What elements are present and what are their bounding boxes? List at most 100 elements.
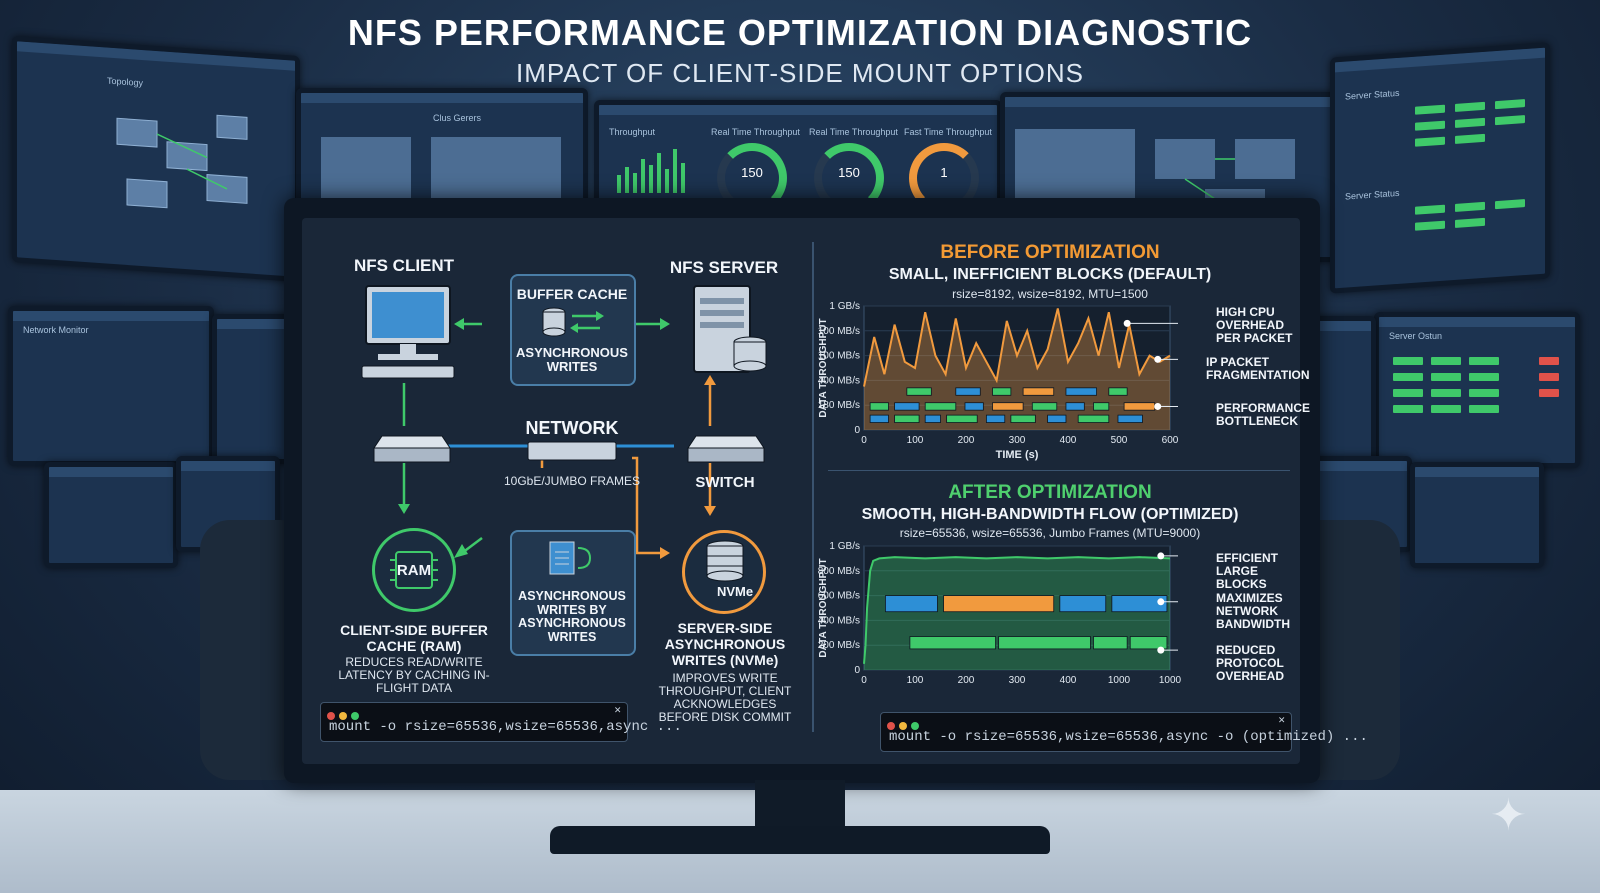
y-axis-title: DATA THROUGHPUT — [818, 558, 829, 657]
before-annotation-cpu: HIGH CPU OVERHEAD PER PACKET — [1216, 305, 1293, 345]
y-tick-label: 0 — [854, 665, 860, 676]
annotation-dot — [1154, 402, 1162, 410]
async-writes-label: ASYNCHRONOUS WRITES — [516, 345, 628, 374]
data-block — [1111, 595, 1168, 613]
data-block — [1093, 402, 1110, 411]
data-block — [869, 414, 889, 423]
data-block — [985, 414, 1006, 423]
before-params: rsize=8192, wsize=8192, MTU=1500 — [952, 287, 1148, 301]
network-label: NETWORK — [525, 418, 619, 438]
data-block — [998, 636, 1091, 650]
buffer-cache-label: BUFFER CACHE — [516, 286, 628, 302]
document-transfer-icon — [549, 541, 591, 575]
x-tick-label: 300 — [1009, 675, 1026, 686]
nvme-label: NVMe — [716, 584, 754, 599]
data-block — [909, 636, 996, 650]
network-switch-icon — [373, 435, 451, 463]
close-icon[interactable]: ✕ — [614, 705, 621, 717]
bg-monitor-topology: Topology — [12, 35, 300, 283]
x-tick-label: 0 — [861, 675, 867, 686]
before-subheading: SMALL, INEFFICIENT BLOCKS (DEFAULT) — [888, 266, 1212, 283]
y-tick-label: 0 — [854, 425, 860, 436]
y-tick-label: 100 MB/s — [818, 326, 860, 337]
before-chart: 0 180 MB/s 400 MB/s 100 MB/s 100 MB/s 1 GB/s 0… — [818, 301, 1179, 461]
after-params: rsize=65536, wsize=65536, Jumbo Frames (… — [899, 526, 1201, 540]
ram-chip-icon — [390, 551, 438, 589]
after-annotation-overhead: REDUCED PROTOCOL OVERHEAD — [1216, 643, 1285, 683]
x-tick-label: 500 — [1111, 435, 1128, 446]
annotation-dot — [1154, 355, 1162, 363]
client-cache-desc: REDUCES READ/WRITE LATENCY BY CACHING IN… — [338, 655, 490, 695]
ram-label: RAM — [396, 562, 432, 579]
annotation-dot — [1157, 552, 1165, 560]
x-tick-label: 100 — [907, 435, 924, 446]
data-block — [1117, 414, 1143, 423]
data-block — [946, 414, 978, 423]
monitor-base — [550, 826, 1050, 854]
data-block — [1031, 402, 1058, 411]
nfs-server-label: NFS SERVER — [669, 258, 779, 277]
server-async-title: SERVER-SIDE ASYNCHRONOUS WRITES (NVMe) — [664, 620, 786, 668]
series-area — [864, 557, 1170, 670]
before-annotation-fragmentation: IP PACKET FRAGMENTATION — [1206, 355, 1310, 382]
series-line — [863, 308, 1171, 387]
data-block — [1123, 402, 1156, 411]
page-subtitle: IMPACT OF CLIENT-SIDE MOUNT OPTIONS — [515, 58, 1085, 88]
terminal-left[interactable]: ✕ mount -o rsize=65536,wsize=65536,async… — [320, 702, 682, 742]
async-box-text: ASYNCHRONOUS WRITES BY ASYNCHRONOUS WRIT… — [518, 589, 626, 644]
x-tick-label: 200 — [958, 435, 975, 446]
close-icon[interactable]: ✕ — [1278, 715, 1285, 727]
switch-label: SWITCH — [695, 474, 755, 491]
y-tick-label: 200 MB/s — [818, 640, 860, 651]
data-block — [1022, 387, 1055, 396]
bg-monitor-left-mid: Network Monitor — [8, 306, 214, 466]
y-axis-title: DATA THROUGHPUT — [818, 318, 829, 417]
y-tick-label: 400 MB/s — [818, 615, 860, 626]
data-block — [943, 595, 1055, 613]
nvme-drive-icon — [706, 540, 744, 582]
network-switch-icon — [527, 441, 617, 461]
annotation-dot — [1157, 646, 1165, 654]
sparkle-icon: ✦ — [1490, 791, 1527, 840]
bg-monitor-left-low — [44, 462, 178, 568]
ram-circle — [372, 528, 456, 612]
after-subheading: SMOOTH, HIGH-BANDWIDTH FLOW (OPTIMIZED) — [861, 506, 1239, 523]
data-block — [924, 414, 941, 423]
data-block — [955, 387, 981, 396]
data-block — [885, 595, 938, 613]
after-chart: 0 200 MB/s 400 MB/s 600 MB/s 800 MB/s 1 GB/s 0… — [818, 541, 1182, 686]
x-tick-label: 1000 — [1159, 675, 1182, 686]
terminal-right[interactable]: ✕ mount -o rsize=65536,wsize=65536,async… — [880, 712, 1368, 752]
x-axis-title: TIME (s) — [996, 449, 1039, 461]
y-tick-label: 800 MB/s — [818, 566, 860, 577]
bg-monitor-right-low2 — [1410, 462, 1544, 568]
data-block — [1108, 387, 1128, 396]
server-tower-icon — [693, 285, 767, 373]
chart-divider — [828, 470, 1290, 471]
series-line — [863, 556, 1171, 664]
after-annotation-bandwidth: MAXIMIZES NETWORK BANDWIDTH — [1216, 591, 1290, 631]
bg-monitor-server-status: Server Status Server Status — [1330, 42, 1550, 294]
before-annotation-bottleneck: PERFORMANCE BOTTLENECK — [1216, 401, 1311, 428]
server-async-desc: IMPROVES WRITE THROUGHPUT, CLIENT ACKNOW… — [658, 671, 792, 724]
data-block — [906, 387, 932, 396]
x-tick-label: 200 — [958, 675, 975, 686]
data-block — [1047, 414, 1067, 423]
data-block — [1065, 402, 1085, 411]
monitor-stand — [755, 780, 845, 830]
data-block — [1065, 387, 1097, 396]
bg-monitor-right-mid: Server Ostun — [1374, 312, 1580, 468]
x-tick-label: 0 — [861, 435, 867, 446]
desktop-computer-icon — [361, 285, 455, 379]
data-block — [894, 402, 920, 411]
annotation-dot — [1157, 598, 1165, 606]
data-block — [1093, 636, 1128, 650]
network-sub-label: 10GbE/JUMBO FRAMES — [503, 474, 641, 488]
data-block — [964, 402, 984, 411]
x-tick-label: 1000 — [1108, 675, 1131, 686]
buffer-cache-box — [510, 274, 636, 386]
terminal-command: mount -o rsize=65536,wsize=65536,async -… — [889, 729, 1368, 745]
page-title: NFS PERFORMANCE OPTIMIZATION DIAGNOSTIC — [347, 12, 1253, 53]
data-block — [1059, 595, 1107, 613]
data-block — [894, 414, 920, 423]
